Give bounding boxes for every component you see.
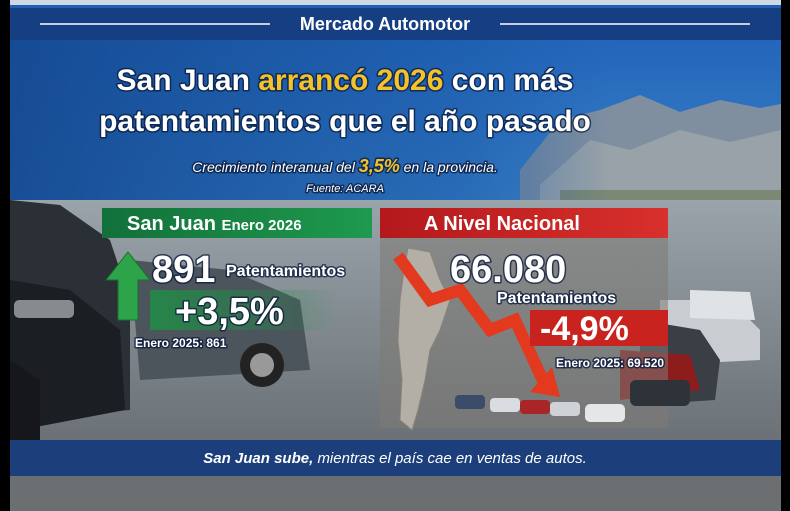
subtitle-text: Crecimiento interanual del <box>192 159 356 175</box>
asphalt <box>10 476 781 511</box>
change-box <box>530 310 668 346</box>
footer-text: San Juan sube, mientras el país cae en v… <box>203 450 587 467</box>
title-backdrop <box>10 40 610 200</box>
left-panel-title: San Juan Enero 2026 <box>127 213 302 235</box>
left-period: Enero 2026 <box>221 217 301 234</box>
left-unit: Patentamientos <box>226 263 345 280</box>
left-panel-header <box>102 208 372 238</box>
right-change: -4,9% <box>540 310 629 348</box>
left-value: 891 <box>152 249 215 291</box>
source: Fuente: ACARA <box>306 183 384 195</box>
title-highlight: arrancó 2026 <box>258 64 443 97</box>
growth-arrow <box>104 251 152 321</box>
title-text: con más <box>452 64 574 97</box>
footer-band <box>10 440 781 476</box>
right-value: 66.080 <box>450 249 566 291</box>
subtitle-highlight: 3,5% <box>359 156 400 176</box>
left-previous: Enero 2025: 861 <box>135 336 227 350</box>
decline-arrow <box>393 252 551 388</box>
left-title: San Juan <box>127 213 216 235</box>
footer-highlight: San Juan sube, <box>203 450 313 467</box>
footer-rest: mientras el país cae en ventas de autos. <box>317 450 586 467</box>
title-text: San Juan <box>117 64 250 97</box>
subtitle-text: en la provincia. <box>404 159 498 175</box>
right-panel-title: A Nivel Nacional <box>424 213 580 235</box>
right-previous: Enero 2025: 69.520 <box>556 356 664 370</box>
section-label: Mercado Automotor <box>300 14 470 34</box>
subtitle: Crecimiento interanual del 3,5% en la pr… <box>192 156 498 176</box>
top-strip <box>10 0 781 5</box>
title-line-1: San Juan arrancó 2026 con más <box>117 64 574 97</box>
change-backdrop <box>150 290 340 330</box>
right-unit: Patentamientos <box>497 290 616 307</box>
right-panel-header <box>380 208 668 238</box>
left-change: +3,5% <box>175 291 284 333</box>
decline-arrow-head <box>530 367 560 397</box>
cars-lot <box>455 380 690 422</box>
title-line-2: patentamientos que el año pasado <box>99 105 591 138</box>
